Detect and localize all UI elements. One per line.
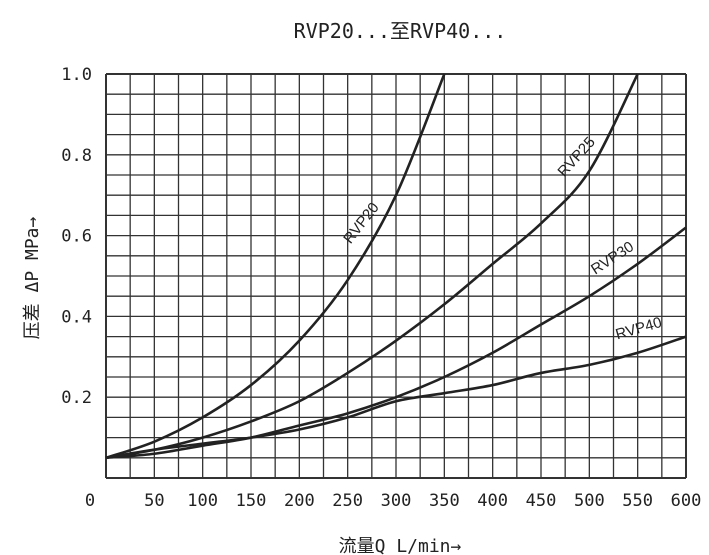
series-line-rvp25 bbox=[105, 73, 639, 460]
x-tick-label: 350 bbox=[429, 491, 460, 511]
series-label-rvp25: RVP25 bbox=[555, 134, 599, 181]
y-tick-labels: 0.2 0.4 0.6 0.8 1.0 bbox=[61, 65, 92, 408]
series-label-rvp40: RVP40 bbox=[614, 314, 664, 343]
y-tick-label: 0.4 bbox=[61, 307, 92, 327]
series-line-rvp20 bbox=[105, 73, 446, 460]
y-tick-label: 0.6 bbox=[61, 227, 92, 247]
series-label-rvp30: RVP30 bbox=[588, 238, 637, 278]
x-tick-label: 400 bbox=[477, 491, 508, 511]
series-labels: RVP20 RVP25 RVP30 RVP40 bbox=[340, 134, 664, 344]
x-tick-label: 300 bbox=[381, 491, 412, 511]
x-tick-label: 550 bbox=[622, 491, 653, 511]
x-tick-label: 250 bbox=[332, 491, 363, 511]
x-tick-labels: 0 50 100 150 200 250 300 350 400 450 500 550 600 bbox=[85, 491, 701, 511]
x-tick-label: 0 bbox=[85, 491, 95, 511]
series-line-rvp40 bbox=[105, 335, 687, 460]
y-tick-label: 0.8 bbox=[61, 146, 92, 166]
series-lines bbox=[105, 73, 687, 460]
x-tick-label: 150 bbox=[236, 491, 267, 511]
chart-title: RVP20...至RVP40... bbox=[294, 19, 507, 43]
x-tick-label: 50 bbox=[144, 491, 164, 511]
grid bbox=[105, 73, 687, 479]
x-tick-label: 450 bbox=[526, 491, 557, 511]
series-label-rvp20: RVP20 bbox=[340, 199, 382, 247]
x-tick-label: 100 bbox=[187, 491, 218, 511]
x-tick-label: 200 bbox=[284, 491, 315, 511]
x-tick-label: 500 bbox=[574, 491, 605, 511]
y-axis-label: 压差 ΔP MPa→ bbox=[22, 216, 43, 339]
y-tick-label: 0.2 bbox=[61, 388, 92, 408]
x-tick-label: 600 bbox=[671, 491, 702, 511]
series-line-rvp30 bbox=[105, 226, 687, 460]
y-tick-label: 1.0 bbox=[61, 65, 92, 85]
x-axis-label: 流量Q L/min→ bbox=[339, 536, 462, 555]
